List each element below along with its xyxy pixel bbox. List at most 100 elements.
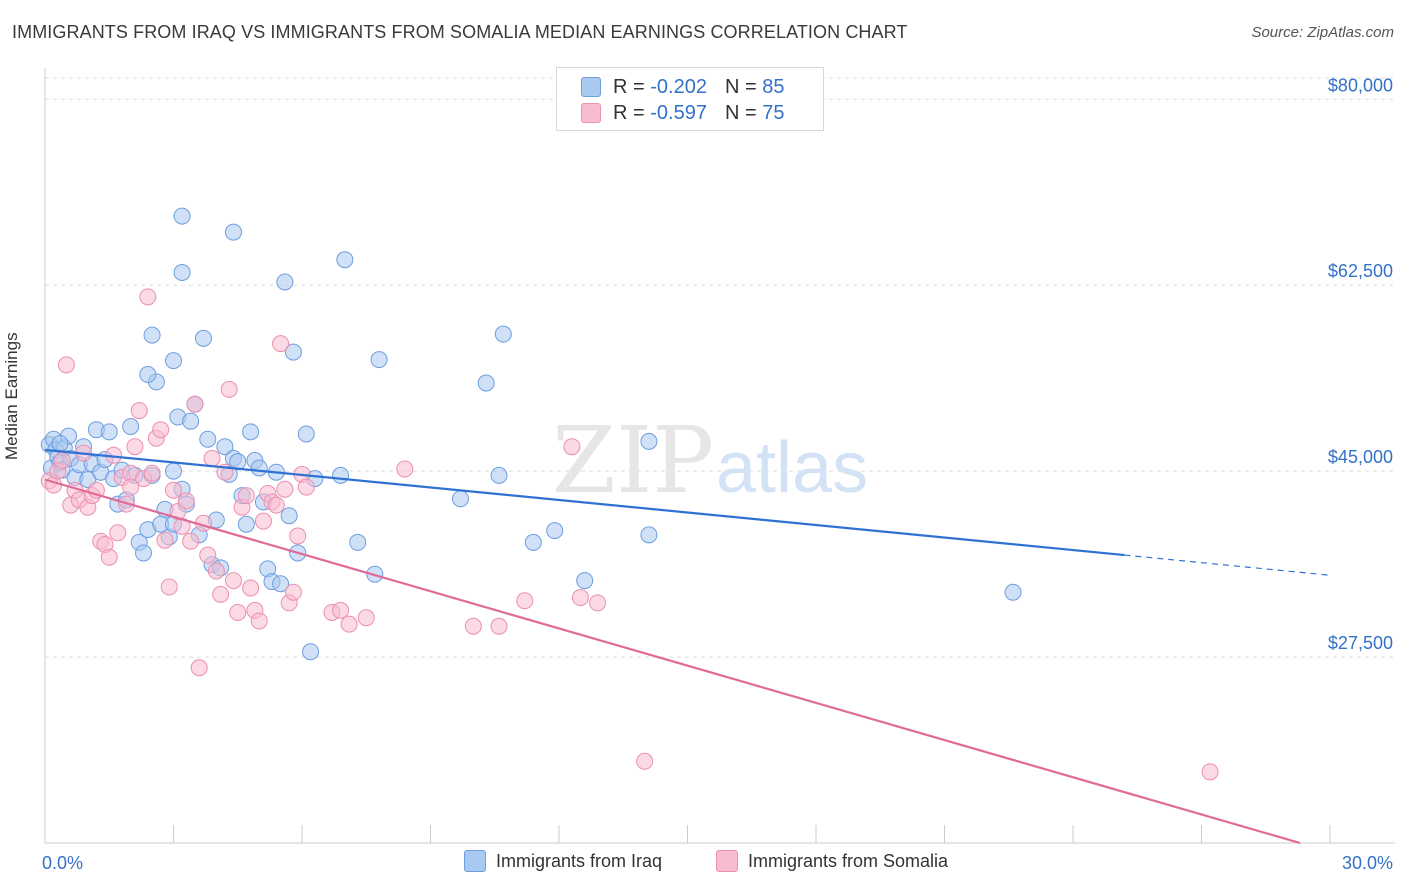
iraq-point (165, 352, 182, 370)
x-tick-label-min: 0.0% (42, 853, 83, 873)
legend-r-value-iraq: -0.202 (650, 75, 707, 98)
somalia-point (284, 583, 302, 601)
iraq-point (451, 490, 469, 508)
legend-n-value-iraq: 85 (762, 75, 785, 98)
iraq-point (242, 423, 260, 441)
trend-lines (44, 448, 1331, 845)
somalia-point (203, 449, 221, 467)
somalia-point (297, 478, 315, 496)
trend-line-iraq-extension (1124, 554, 1331, 576)
legend-r-label: R = (613, 75, 651, 98)
legend-swatch-iraq (581, 77, 601, 97)
somalia-point (242, 579, 260, 597)
somalia-point (237, 487, 255, 505)
somalia-point (199, 546, 217, 564)
iraq-point (576, 572, 594, 590)
iraq-point (199, 430, 217, 448)
bottom-legend-label-somalia: Immigrants from Somalia (748, 850, 949, 871)
iraq-point (276, 273, 294, 291)
bottom-legend-label-iraq: Immigrants from Iraq (496, 850, 663, 871)
somalia-point (122, 478, 140, 496)
iraq-point (494, 325, 512, 343)
somalia-point (589, 594, 607, 612)
legend-n-value-somalia: 75 (762, 101, 785, 124)
watermark-atlas: atlas (716, 428, 868, 508)
iraq-point (224, 223, 242, 241)
somalia-point (332, 601, 350, 619)
somalia-point (182, 532, 200, 550)
somalia-point (130, 402, 148, 420)
somalia-point (139, 288, 157, 306)
somalia-point (152, 421, 170, 439)
somalia-point (1201, 763, 1219, 781)
somalia-point (267, 496, 285, 514)
somalia-point (516, 592, 534, 610)
somalia-point (177, 492, 195, 510)
watermark: ZIP atlas (552, 407, 868, 514)
iraq-point (349, 533, 367, 551)
y-tick-label: $80,000 (1328, 75, 1393, 95)
iraq-point (165, 462, 182, 480)
bottom-legend-swatch-somalia (716, 850, 738, 872)
y-tick-labels: $27,500 $45,000 $62,500 $80,000 (1328, 75, 1393, 653)
legend-row-iraq: R = -0.202 N = 85 (581, 75, 784, 99)
iraq-point (182, 412, 200, 430)
iraq-point (490, 466, 508, 484)
iraq-point (51, 435, 69, 452)
bottom-legend-iraq: Immigrants from Iraq (464, 850, 662, 872)
iraq-point (524, 533, 542, 551)
iraq-point (173, 263, 191, 281)
iraq-point (280, 507, 298, 525)
somalia-point (160, 578, 178, 596)
legend-r-value-somalia: -0.597 (650, 101, 707, 124)
y-tick-label: $27,500 (1328, 633, 1393, 653)
iraq-point (297, 425, 315, 443)
somalia-point (100, 548, 118, 566)
source-label: Source: ZipAtlas.com (1251, 24, 1394, 41)
somalia-point (490, 617, 508, 635)
correlation-legend: R = -0.202 N = 85 R = -0.597 N = 75 (556, 67, 824, 131)
somalia-point (357, 609, 375, 627)
series-iraq-points (40, 207, 1022, 661)
legend-row-somalia: R = -0.597 N = 75 (581, 101, 784, 125)
watermark-zip: ZIP (552, 407, 714, 514)
iraq-point (640, 432, 658, 450)
somalia-point (571, 589, 589, 607)
iraq-point (272, 575, 290, 593)
somalia-point (57, 356, 75, 374)
iraq-point (237, 515, 255, 533)
iraq-point (135, 544, 153, 562)
iraq-point (336, 251, 354, 269)
somalia-point (207, 562, 225, 580)
somalia-point (636, 752, 654, 770)
iraq-point (302, 643, 320, 661)
iraq-point (284, 343, 302, 361)
iraq-point (194, 329, 212, 347)
x-tick-label-max: 30.0% (1342, 853, 1393, 873)
somalia-point (165, 481, 182, 499)
somalia-point (224, 572, 242, 590)
iraq-point (477, 374, 495, 392)
iraq-point (546, 522, 564, 540)
somalia-point (53, 452, 71, 469)
iraq-point (1004, 583, 1022, 601)
iraq-point (250, 459, 268, 477)
chart-title: IMMIGRANTS FROM IRAQ VS IMMIGRANTS FROM … (12, 22, 908, 42)
iraq-point (139, 365, 157, 383)
somalia-point (109, 524, 127, 542)
somalia-point (396, 460, 414, 478)
iraq-point (216, 438, 234, 456)
bottom-legend-somalia: Immigrants from Somalia (716, 850, 948, 872)
somalia-point (156, 531, 174, 549)
somalia-point (276, 480, 294, 498)
iraq-point (122, 418, 140, 435)
somalia-point (563, 438, 581, 456)
somalia-point (250, 612, 268, 630)
somalia-point (289, 527, 307, 545)
somalia-point (212, 585, 230, 603)
y-tick-label: $45,000 (1328, 447, 1393, 467)
somalia-point (190, 659, 208, 677)
series-somalia-points (40, 288, 1219, 781)
somalia-point (126, 438, 144, 456)
iraq-point (100, 423, 118, 441)
